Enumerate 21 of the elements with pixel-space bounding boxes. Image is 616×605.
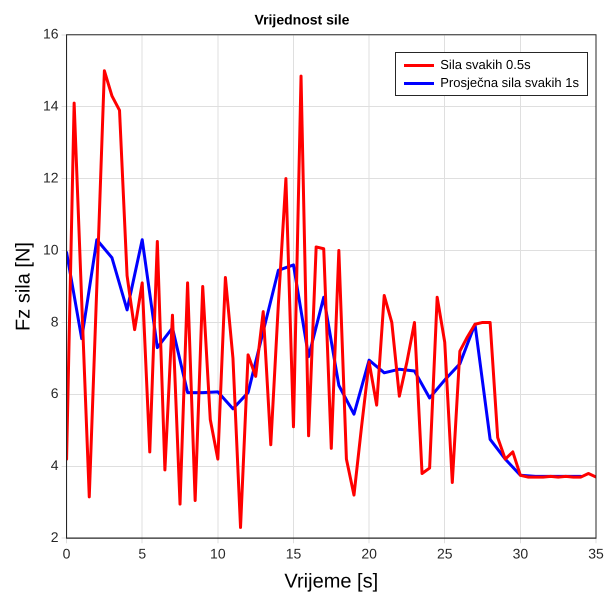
y-tick-label: 6	[50, 385, 59, 402]
y-tick-label: 16	[42, 26, 59, 42]
x-tick-label: 20	[361, 545, 378, 562]
x-tick-label: 10	[210, 545, 226, 562]
x-tick-label: 0	[62, 545, 71, 562]
y-tick-label: 8	[50, 313, 59, 330]
x-tick-label: 15	[286, 545, 302, 562]
y-tick-label: 10	[42, 241, 59, 258]
x-axis-title: Vrijeme [s]	[284, 570, 378, 593]
x-tick-label: 30	[512, 545, 528, 562]
legend-label: Sila svakih 0.5s	[440, 56, 531, 74]
y-tick-label: 14	[42, 98, 59, 114]
x-tick-label: 35	[588, 545, 604, 562]
y-axis-title: Fz sila [N]	[12, 242, 35, 331]
x-tick-label: 5	[138, 545, 146, 562]
y-tick-label: 2	[50, 529, 59, 546]
y-tick-label: 4	[50, 457, 59, 474]
y-tick-label: 12	[42, 169, 59, 186]
chart-title: Vrijednost sile	[254, 11, 350, 28]
legend-label: Prosječna sila svakih 1s	[440, 74, 579, 92]
x-tick-label: 25	[436, 545, 453, 562]
